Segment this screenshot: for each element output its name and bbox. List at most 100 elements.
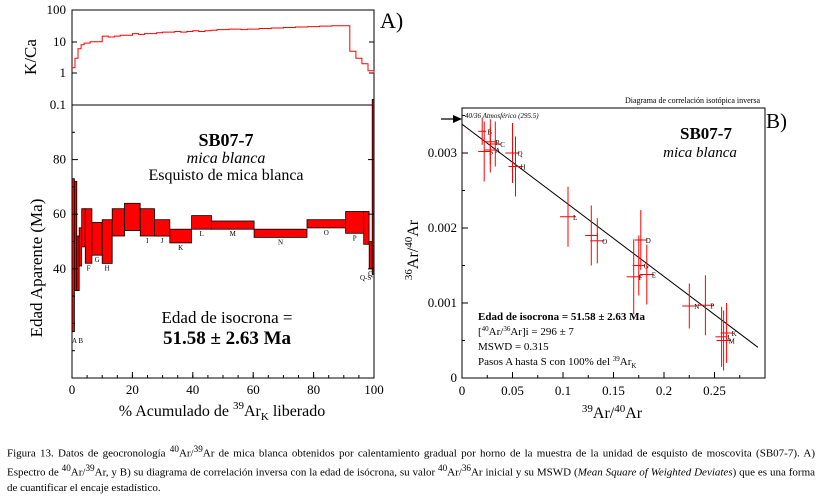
age-step-box <box>368 241 373 270</box>
isochron-ytick-label: 0.001 <box>428 295 457 310</box>
age-xtick-label: 60 <box>247 382 260 397</box>
age-step-box <box>191 215 212 230</box>
age-step-label: K <box>178 244 183 252</box>
isochron-xtick-label: 0.05 <box>501 383 524 398</box>
isochron-stats-ratio: [40Ar/36Ar]i = 296 ± 7 <box>478 325 574 338</box>
isochron-xtick-label: 0 <box>459 383 466 398</box>
age-step-label: L <box>199 230 203 238</box>
age-chart-title: SB07-7 <box>198 130 253 150</box>
age-step-label: G <box>95 256 100 264</box>
age-xtick-label: 100 <box>364 382 384 397</box>
age-xtick-label: 40 <box>186 382 199 397</box>
isochron-xtick-label: 0.15 <box>602 383 625 398</box>
isochron-point-label: O <box>602 238 607 246</box>
age-xtick-label: 0 <box>69 382 76 397</box>
isochron-point-label: K <box>732 330 737 338</box>
isochron-age-label: Edad de isocrona = <box>162 308 293 327</box>
age-step-label: I <box>146 237 149 245</box>
age-step-box <box>139 208 155 237</box>
age-ytick-label: 60 <box>53 206 66 221</box>
age-xtick-label: 80 <box>307 382 320 397</box>
isochron-xtick-label: 0.25 <box>703 383 726 398</box>
kca-ytick-label: 10 <box>53 34 66 49</box>
age-step-label: M <box>230 230 237 238</box>
age-step-box <box>306 219 347 229</box>
atmospheric-arrowhead <box>453 115 462 123</box>
age-step-label: P <box>353 234 357 242</box>
isochron-subtitle: mica blanca <box>663 145 737 161</box>
age-step-box <box>345 211 365 234</box>
age-step-box <box>81 208 86 248</box>
isochron-points-group: BRCSAQHLIODGFENPJMK <box>478 117 737 371</box>
endpoint-label-left: A B <box>72 337 83 345</box>
isochron-ylabel: 36Ar/40Ar <box>403 219 422 280</box>
isochron-xtick-label: 0.1 <box>555 383 571 398</box>
age-step-label: N <box>278 238 283 246</box>
age-step-box <box>78 227 82 267</box>
age-step-label: O <box>324 229 329 237</box>
kca-ytick-label: 100 <box>47 2 67 17</box>
isochron-point-label: Q <box>518 150 523 158</box>
isochron-stats-steps: Pasos A hasta S con 100% del 39ArK <box>478 355 636 370</box>
isochron-point-label: E <box>652 272 656 280</box>
isochron-xtick-label: 0.2 <box>656 383 672 398</box>
age-step-box <box>111 208 125 237</box>
figure-caption: Figura 13. Datos de geocronología 40Ar/3… <box>7 444 816 494</box>
panel-a-label: A) <box>380 8 403 33</box>
age-step-labels-group: FGH I J K L M N O P Q <box>87 229 374 278</box>
isochron-point-label: B <box>487 128 492 136</box>
age-xlabel: % Acumulado de 39ArK liberado <box>119 400 325 423</box>
isochron-panel: Diagrama de correlación isotópica invers… <box>403 96 787 422</box>
age-step-label: F <box>87 264 91 272</box>
endpoint-label-right: Q-S <box>360 274 371 282</box>
isochron-stats-age: Edad de isocrona = 51.58 ± 2.63 Ma <box>478 311 646 323</box>
isochron-point-label: P <box>710 302 714 310</box>
isochron-age-value: 51.58 ± 2.63 Ma <box>163 328 292 349</box>
isochron-point-label: M <box>729 338 736 346</box>
isochron-ytick-label: 0.002 <box>428 220 457 235</box>
isochron-point-label: A <box>495 147 500 155</box>
isochron-stats-mswd: MSWD = 0.315 <box>478 341 549 353</box>
isochron-point-label: R <box>495 139 500 147</box>
age-step-box <box>101 219 113 264</box>
isochron-fit-line <box>461 123 759 348</box>
age-step-label: H <box>105 264 110 272</box>
isochron-point-label: H <box>521 164 526 172</box>
age-step-box <box>363 211 370 245</box>
age-step-box <box>91 221 103 256</box>
isochron-ytick-label: 0 <box>451 370 458 385</box>
age-step-box <box>169 228 192 244</box>
age-chart-subtitle: mica blanca <box>187 150 266 167</box>
isochron-point-label: C <box>500 141 505 149</box>
kca-frame <box>71 9 375 106</box>
isochron-xlabel: 39Ar/40Ar <box>582 403 643 422</box>
age-step-box <box>84 208 93 264</box>
kca-ytick-label: 1 <box>60 65 67 80</box>
kca-series-line <box>72 25 375 74</box>
age-chart-subtitle2: Esquisto de mica blanca <box>148 167 303 184</box>
age-step-box <box>153 219 171 237</box>
atmospheric-note: 40/36 Atmosférico (295.5) <box>465 112 539 120</box>
isochron-point-label: S <box>489 149 493 157</box>
age-ylabel: Edad Aparente (Ma) <box>27 199 46 338</box>
isochron-point-label: D <box>646 237 651 245</box>
age-axes-group: 0 20 40 60 80 100 40 60 80 <box>53 131 384 397</box>
age-step-box <box>211 220 255 230</box>
age-ytick-label: 40 <box>53 261 66 276</box>
isochron-header: Diagrama de correlación isotópica invers… <box>625 96 761 105</box>
age-xtick-label: 20 <box>126 382 139 397</box>
isochron-point-label: L <box>573 214 577 222</box>
age-spectrum-panel: FGH I J K L M N O P Q 0 20 40 60 80 100 40 60 80 SB07-7 m… <box>27 99 384 423</box>
panel-b-label: B) <box>766 109 787 133</box>
kca-panel: 100 10 1 0.1 K/Ca <box>21 2 375 112</box>
age-step-box <box>371 99 375 275</box>
age-step-label: J <box>161 237 164 245</box>
isochron-axes-group: 0 0.05 0.1 0.15 0.2 0.25 0 0.001 0.002 0.003 <box>428 115 741 398</box>
isochron-point-label: J <box>727 334 730 342</box>
isochron-point-label: F <box>639 274 643 282</box>
isochron-point-label: N <box>694 303 699 311</box>
age-steps-group <box>71 99 375 332</box>
kca-ytick-label: 0.1 <box>50 97 66 112</box>
age-step-label: Q <box>368 270 373 278</box>
